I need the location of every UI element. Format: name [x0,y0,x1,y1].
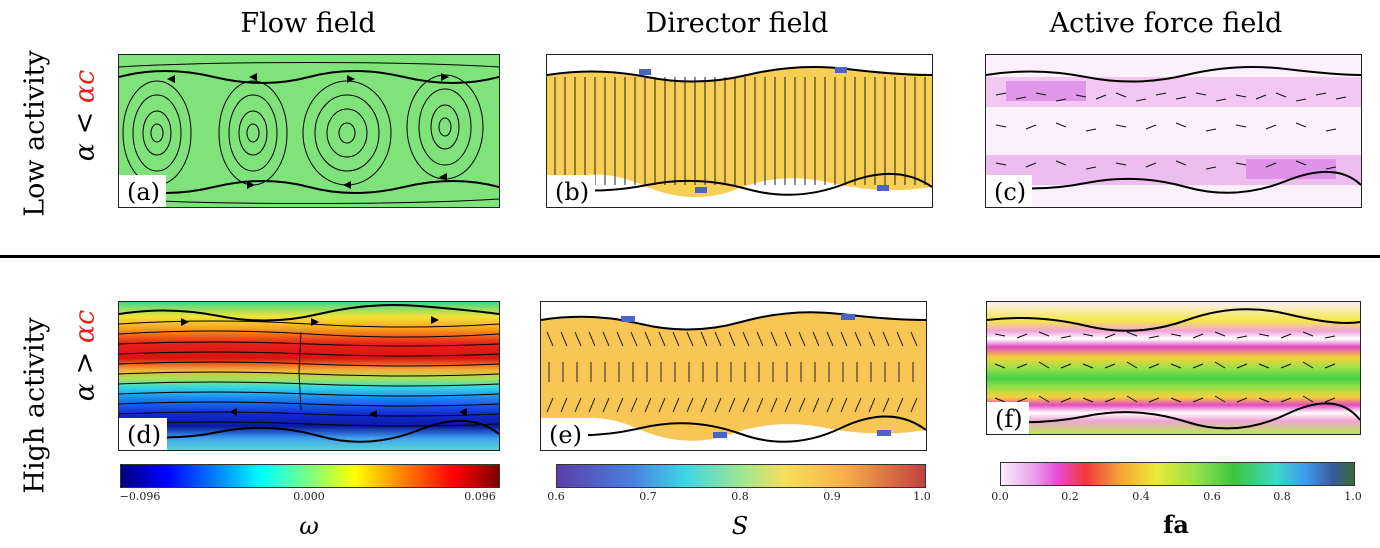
column-title-director: Director field [645,8,829,39]
panel-force-high: (f) [986,301,1361,435]
tick-S-0.8: 0.8 [731,490,749,503]
row-divider [0,255,1380,258]
panel-label-a: (a) [119,175,167,207]
column-title-active-force: Active force field [1049,8,1283,39]
panel-label-f: (f) [987,402,1029,434]
tick-omega-min: −0.096 [119,490,161,503]
panel-label-d: (d) [119,418,168,450]
flow-low-plot [119,62,499,204]
alpha-critical-low: αc [69,69,101,104]
tick-S-1.0: 1.0 [913,490,931,503]
director-high-plot [541,311,926,443]
colorbar-fa [1000,462,1355,486]
tick-fa-0.0: 0.0 [991,490,1009,503]
colorbar-omega [120,464,500,488]
flow-high-plot [119,304,499,443]
colorbar-title-omega: ω [299,512,319,540]
force-high-plot [987,308,1360,430]
director-low-plot [547,66,932,198]
panel-label-b: (b) [547,175,596,207]
tick-S-0.6: 0.6 [547,490,565,503]
panel-force-low: (c) [985,54,1362,208]
alpha-critical-high: αc [69,309,101,344]
tick-S-0.7: 0.7 [639,490,657,503]
tick-fa-0.4: 0.4 [1132,490,1150,503]
tick-fa-0.2: 0.2 [1061,490,1079,503]
tick-S-0.9: 0.9 [823,490,841,503]
force-low-plot [986,66,1361,194]
tick-omega-mid: 0.000 [293,490,325,503]
tick-fa-0.6: 0.6 [1203,490,1221,503]
panel-label-c: (c) [986,175,1033,207]
alpha-label-high: α > αc [69,309,101,402]
tick-omega-max: 0.096 [464,490,496,503]
row-label-low: Low activity [19,50,51,217]
panel-director-high: (e) [540,301,927,451]
tick-fa-0.8: 0.8 [1273,490,1291,503]
alpha-label-low: α < αc [69,69,101,162]
row-label-high: High activity [19,317,51,494]
colorbar-title-fa: fa [1163,510,1189,539]
panel-label-e: (e) [541,418,588,450]
panel-flow-low: (a) [118,54,500,208]
tick-fa-1.0: 1.0 [1344,490,1362,503]
fa-symbol: fa [1163,510,1189,539]
column-title-flow: Flow field [240,8,376,39]
panel-flow-high: (d) [118,301,500,451]
colorbar-S [556,464,926,488]
colorbar-title-S: S [731,512,749,540]
panel-director-low: (b) [546,54,933,208]
